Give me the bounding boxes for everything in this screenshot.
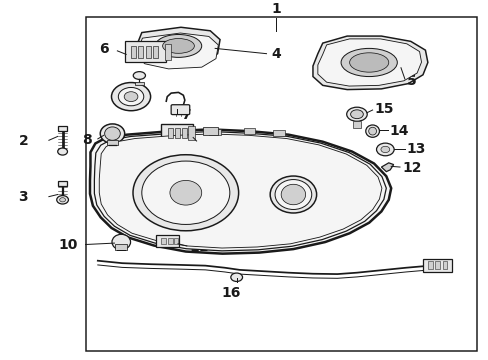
FancyBboxPatch shape xyxy=(171,105,189,114)
Polygon shape xyxy=(138,33,218,69)
Circle shape xyxy=(142,161,229,224)
Bar xyxy=(434,261,439,269)
Bar xyxy=(188,126,195,140)
Text: 2: 2 xyxy=(19,134,28,148)
Ellipse shape xyxy=(274,180,311,210)
Ellipse shape xyxy=(281,184,305,205)
Bar xyxy=(442,261,447,269)
Text: 7: 7 xyxy=(181,108,190,122)
Bar xyxy=(272,130,284,136)
Bar xyxy=(209,129,221,135)
Bar xyxy=(85,17,476,351)
Bar xyxy=(58,126,67,131)
Ellipse shape xyxy=(365,125,379,137)
Ellipse shape xyxy=(162,39,194,53)
Circle shape xyxy=(60,198,65,202)
Bar xyxy=(131,46,136,58)
Polygon shape xyxy=(137,27,220,64)
Bar xyxy=(352,121,360,128)
Bar xyxy=(58,181,67,186)
Circle shape xyxy=(124,92,138,102)
Ellipse shape xyxy=(350,110,363,119)
Circle shape xyxy=(380,146,389,153)
FancyBboxPatch shape xyxy=(161,124,193,143)
Bar xyxy=(168,238,172,244)
Circle shape xyxy=(58,148,67,155)
Ellipse shape xyxy=(340,48,396,77)
Text: 3: 3 xyxy=(19,190,28,204)
Polygon shape xyxy=(312,36,427,90)
Ellipse shape xyxy=(349,53,388,72)
Bar xyxy=(161,238,165,244)
Text: 9: 9 xyxy=(199,135,209,149)
Ellipse shape xyxy=(100,124,124,143)
Bar xyxy=(135,82,143,85)
Bar xyxy=(153,46,158,58)
Polygon shape xyxy=(90,129,390,254)
Circle shape xyxy=(57,195,68,204)
Ellipse shape xyxy=(170,180,201,205)
Bar xyxy=(174,238,178,244)
Polygon shape xyxy=(99,134,381,248)
Bar xyxy=(138,46,143,58)
Text: 11: 11 xyxy=(189,240,208,254)
Ellipse shape xyxy=(104,127,120,140)
Bar xyxy=(243,128,255,134)
Polygon shape xyxy=(317,39,421,86)
Bar xyxy=(167,128,172,138)
Text: 1: 1 xyxy=(271,2,281,15)
Bar xyxy=(182,128,187,138)
Text: 16: 16 xyxy=(221,286,240,300)
Ellipse shape xyxy=(133,72,145,79)
FancyBboxPatch shape xyxy=(155,235,179,247)
Bar xyxy=(145,46,150,58)
Bar xyxy=(203,127,217,135)
Ellipse shape xyxy=(346,107,366,121)
Bar xyxy=(427,261,432,269)
Ellipse shape xyxy=(368,127,376,135)
Bar xyxy=(106,140,118,144)
Text: 14: 14 xyxy=(388,124,408,138)
Polygon shape xyxy=(94,131,386,251)
Ellipse shape xyxy=(112,234,130,250)
Bar xyxy=(175,128,180,138)
Polygon shape xyxy=(381,163,393,172)
Text: 10: 10 xyxy=(59,238,78,252)
Text: 8: 8 xyxy=(81,133,91,147)
Circle shape xyxy=(376,143,393,156)
Text: 12: 12 xyxy=(401,161,421,175)
Circle shape xyxy=(111,82,150,111)
FancyBboxPatch shape xyxy=(422,258,451,272)
Text: 4: 4 xyxy=(271,48,281,61)
Bar xyxy=(165,44,171,60)
Text: 15: 15 xyxy=(373,102,393,116)
Text: 13: 13 xyxy=(406,143,426,157)
Ellipse shape xyxy=(155,35,201,57)
Circle shape xyxy=(133,155,238,231)
Ellipse shape xyxy=(269,176,316,213)
Text: 6: 6 xyxy=(99,42,108,57)
Bar xyxy=(115,244,127,250)
Circle shape xyxy=(230,273,242,282)
FancyBboxPatch shape xyxy=(124,41,166,63)
Circle shape xyxy=(118,87,143,106)
Text: 5: 5 xyxy=(406,74,416,88)
